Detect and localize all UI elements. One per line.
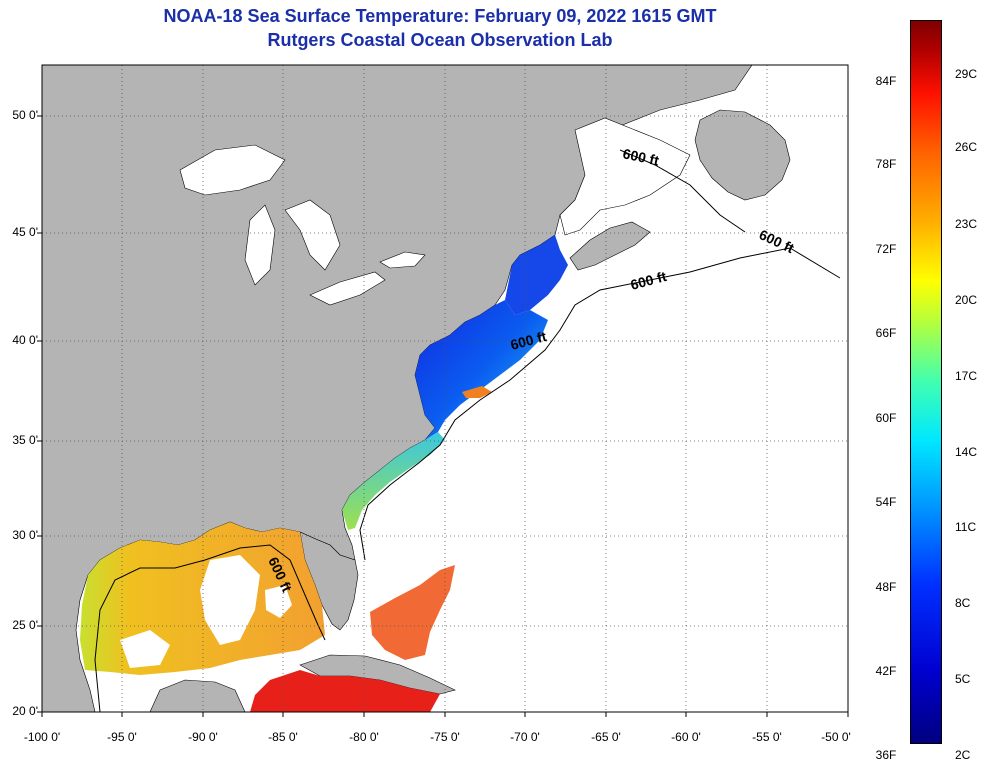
colorbar-c-2: 2C [955,748,971,762]
lon-label-95: -95 0' [107,730,137,744]
600ft-contour [94,149,841,712]
sst-bahamas [370,565,455,660]
colorbar-f-48: 48F [875,580,897,594]
colorbar-f-84: 84F [875,74,897,88]
lon-label-75: -75 0' [430,730,460,744]
lat-label-40: 40 0' [12,333,38,347]
colorbar-f-36: 36F [875,748,897,762]
colorbar-f-78: 78F [875,157,897,171]
lon-label-55: -55 0' [752,730,782,744]
temperature-colorbar [910,20,942,744]
lon-label-70: -70 0' [510,730,540,744]
sst-gulf-of-maine [505,235,568,315]
sst-gulf-stream-edge [462,386,492,398]
lon-label-100: -100 0' [23,730,61,744]
lat-label-35: 35 0' [12,433,38,447]
colorbar-c-8: 8C [955,596,971,610]
colorbar-f-54: 54F [875,495,897,509]
lon-label-65: -65 0' [591,730,621,744]
lat-label-45: 45 0' [12,225,38,239]
lat-label-25: 25 0' [12,618,38,632]
gulf-st-lawrence [559,117,691,236]
lat-label-50: 50 0' [12,108,38,122]
colorbar-f-60: 60F [875,411,897,425]
colorbar-c-29: 29C [955,67,978,81]
contour-label-st-lawrence: 600 ft [621,145,660,168]
colorbar-c-11: 11C [955,520,977,534]
land-nova-scotia [569,221,651,271]
colorbar-f-72: 72F [875,242,897,256]
colorbar-c-20: 20C [955,293,978,307]
lon-label-90: -90 0' [188,730,218,744]
sst-southeast-shelf [342,432,445,530]
map-subtitle: Rutgers Coastal Ocean Observation Lab [267,30,613,50]
lat-label-30: 30 0' [12,528,38,542]
lon-label-80: -80 0' [349,730,379,744]
colorbar-c-26: 26C [955,140,978,154]
lat-label-20: 20 0' [12,704,38,718]
colorbar-c-17: 17C [955,369,978,383]
lon-label-60: -60 0' [671,730,701,744]
colorbar-c-23: 23C [955,217,978,231]
colorbar-c-14: 14C [955,445,978,459]
colorbar-f-66: 66F [875,326,897,340]
land-newfoundland [694,109,791,201]
lon-label-85: -85 0' [268,730,298,744]
cloud-gaps [120,555,292,668]
lon-label-50: -50 0' [821,730,851,744]
map-title: NOAA-18 Sea Surface Temperature: Februar… [163,6,717,26]
sst-caribbean [250,670,440,712]
colorbar-f-42: 42F [875,664,897,678]
great-lakes [179,144,426,306]
sst-mid-atlantic [415,300,548,440]
colorbar-c-5: 5C [955,672,971,686]
land-yucatan [149,679,246,712]
